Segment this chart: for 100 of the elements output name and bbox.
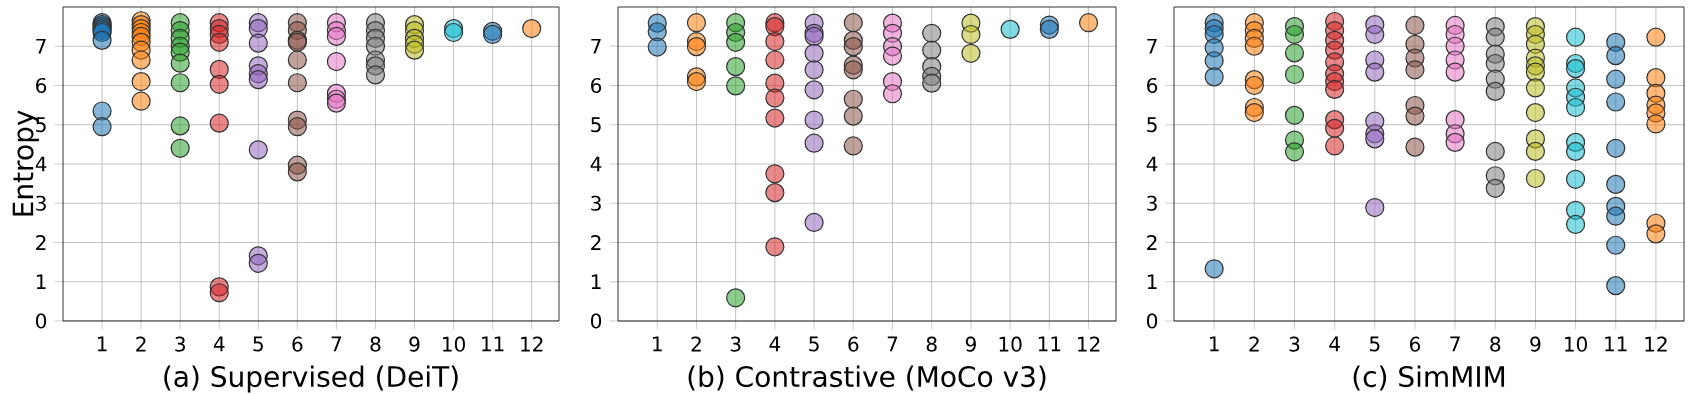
x-tick-label: 11	[1605, 336, 1627, 352]
point	[522, 18, 542, 39]
x-tick-label: 4	[1329, 336, 1340, 352]
point	[1485, 27, 1505, 47]
x-tick-label: 1	[653, 336, 662, 352]
x-tick-label: 5	[1369, 336, 1380, 352]
point	[326, 51, 346, 72]
x-tick-label: 2	[691, 336, 701, 352]
point	[248, 140, 268, 160]
point	[1525, 78, 1546, 98]
point	[1405, 15, 1425, 36]
x-tick-label: 6	[848, 336, 859, 352]
point	[726, 288, 746, 308]
point	[287, 117, 307, 137]
x-tick-label: 1	[1210, 336, 1219, 352]
point	[1525, 168, 1546, 189]
point	[209, 113, 229, 133]
x-tick-label: 9	[1530, 336, 1541, 352]
x-tick-label: 12	[1078, 336, 1100, 352]
y-tick-label: 6	[1147, 77, 1158, 94]
x-tick-label: 3	[730, 336, 741, 352]
point	[1606, 138, 1626, 158]
point	[1565, 141, 1586, 162]
x-tick-label: 8	[370, 336, 381, 352]
point	[1000, 19, 1020, 39]
point	[1365, 62, 1385, 82]
point	[404, 40, 425, 60]
point	[92, 30, 112, 50]
point	[843, 60, 863, 80]
point	[248, 70, 268, 90]
y-tick-label: 3	[591, 195, 601, 211]
point	[1646, 114, 1666, 134]
point	[1525, 62, 1546, 82]
point	[248, 253, 268, 273]
point	[1365, 24, 1385, 45]
x-tick-label: 2	[136, 336, 146, 352]
point	[686, 13, 707, 33]
point	[1606, 174, 1626, 195]
point	[170, 53, 190, 73]
point	[1646, 224, 1666, 244]
point	[1485, 141, 1505, 162]
x-tick-label: 2	[1249, 336, 1259, 352]
x-tick-label: 4	[769, 336, 781, 352]
y-tick-label: 1	[1147, 274, 1157, 290]
point	[804, 110, 824, 130]
point	[1646, 68, 1666, 88]
point	[92, 117, 112, 137]
point	[686, 71, 707, 92]
x-tick-label: 8	[926, 336, 937, 352]
point	[1284, 24, 1305, 45]
point	[765, 108, 785, 128]
point	[1365, 197, 1385, 218]
x-tick-label: 10	[1565, 336, 1587, 352]
x-tick-label: 9	[409, 336, 420, 352]
x-tick-label: 6	[292, 336, 303, 352]
y-tick-label: 0	[36, 313, 47, 329]
y-tick-label: 2	[1147, 235, 1157, 250]
point	[1606, 92, 1626, 112]
point	[1078, 13, 1099, 33]
x-tick-label: 3	[1289, 336, 1300, 352]
point	[287, 50, 307, 70]
point	[1284, 105, 1305, 125]
x-tick-label: 8	[1490, 336, 1501, 352]
y-tick-label: 2	[591, 235, 601, 250]
point	[1606, 69, 1626, 89]
point	[1565, 27, 1586, 47]
point	[1606, 235, 1626, 255]
point	[92, 101, 112, 121]
point	[287, 73, 307, 93]
point	[1284, 64, 1305, 85]
point	[765, 183, 785, 203]
point	[1284, 142, 1305, 162]
point	[686, 37, 707, 57]
x-axis-title: (c) SimMIM	[1353, 365, 1505, 391]
x-tick-label: 3	[175, 336, 185, 352]
y-tick-label: 7	[591, 38, 601, 54]
point	[765, 164, 785, 184]
y-tick-label: 1	[591, 274, 601, 290]
point	[882, 46, 903, 66]
y-tick-label: 1	[36, 274, 46, 290]
point	[882, 84, 903, 104]
point	[843, 13, 863, 33]
point	[326, 26, 346, 47]
point	[1244, 36, 1264, 56]
point	[170, 73, 190, 93]
point	[1606, 46, 1626, 66]
point	[365, 65, 386, 85]
point	[843, 136, 863, 156]
point	[961, 43, 981, 63]
point	[1244, 75, 1264, 96]
y-tick-label: 2	[36, 235, 46, 250]
point	[1365, 129, 1385, 149]
y-tick-label: 3	[1147, 195, 1157, 211]
point	[843, 89, 863, 109]
x-tick-label: 1	[97, 336, 107, 352]
point	[1485, 53, 1505, 74]
point	[209, 32, 229, 52]
x-tick-label: 5	[253, 336, 263, 352]
y-tick-label: 0	[1147, 313, 1158, 329]
point	[726, 32, 746, 52]
